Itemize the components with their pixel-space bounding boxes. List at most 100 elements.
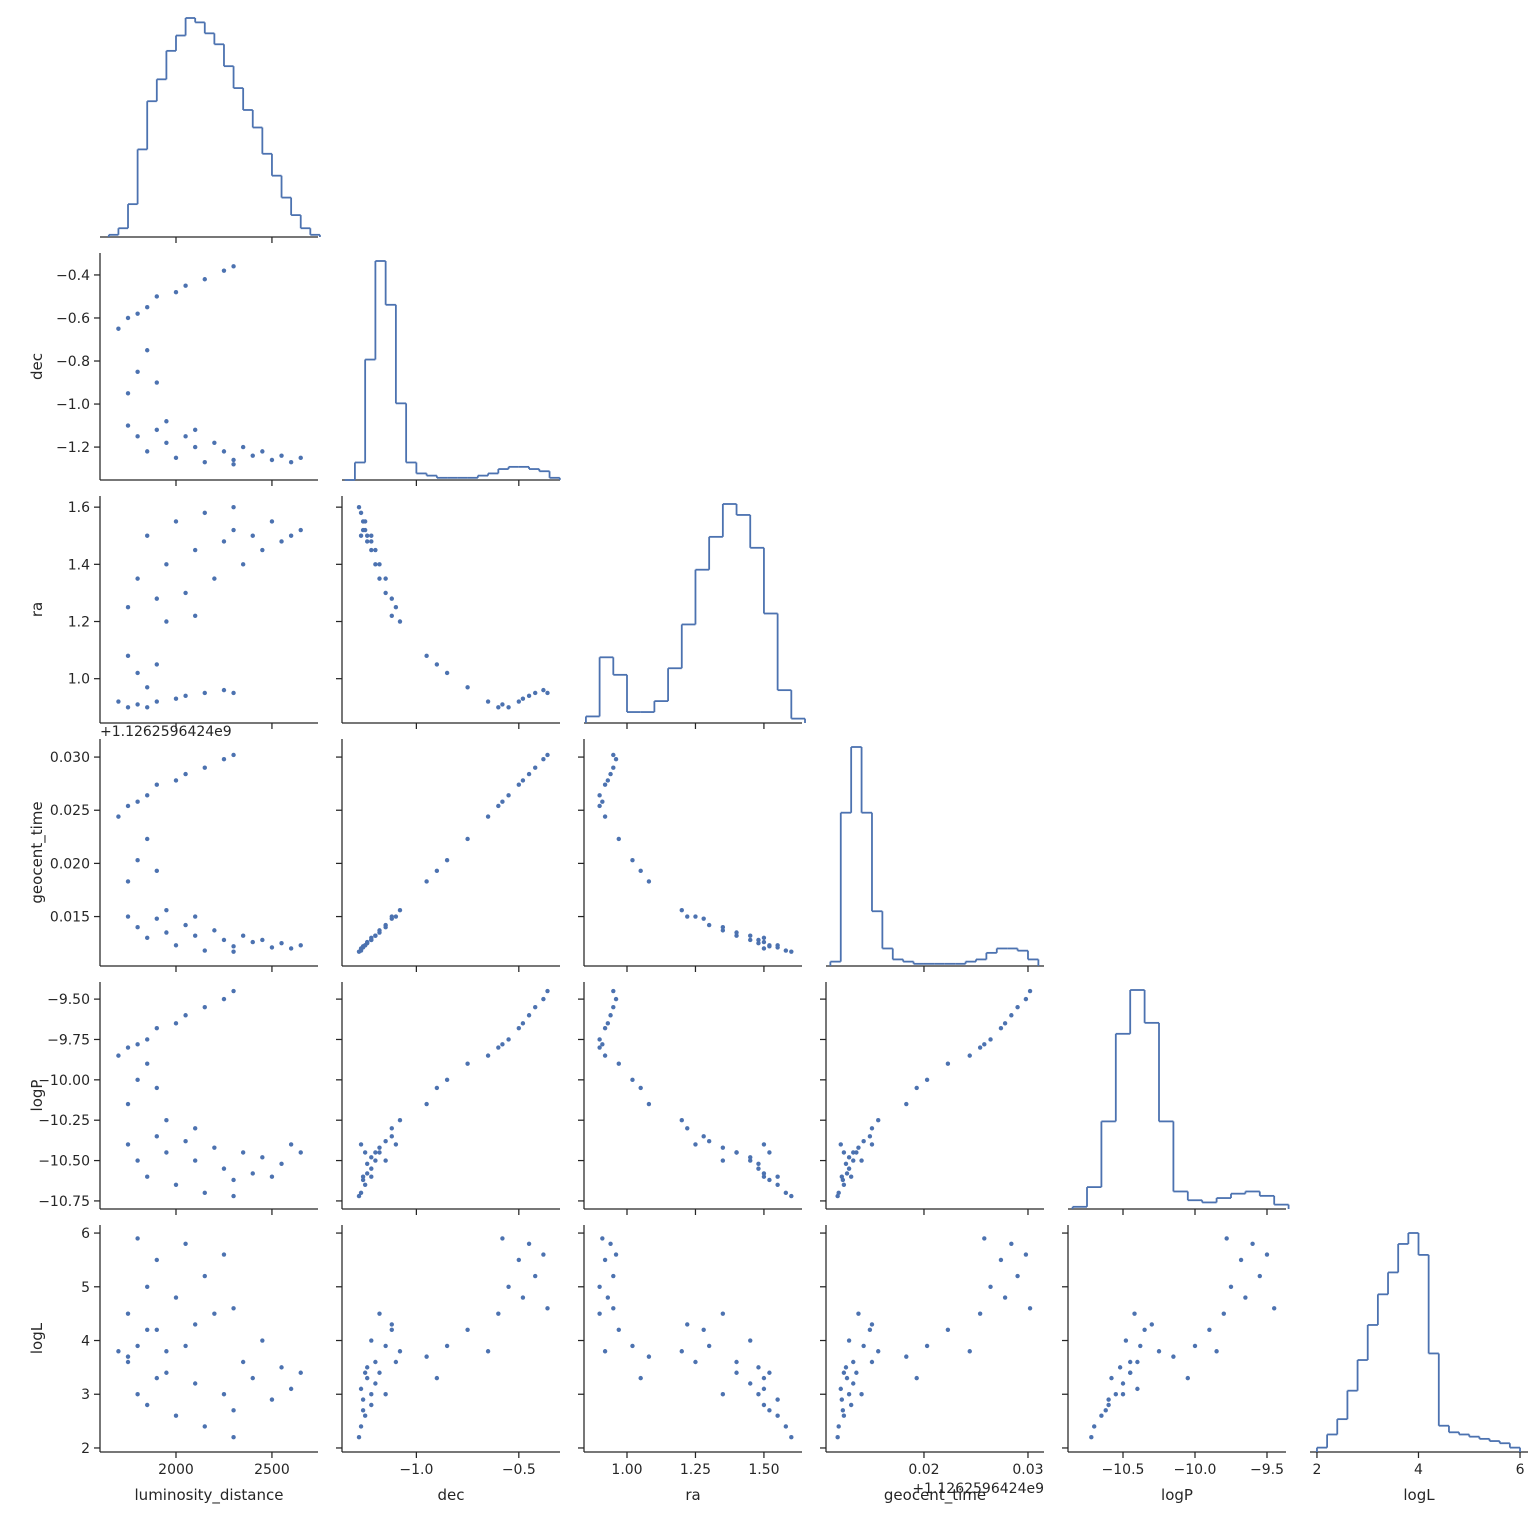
point — [183, 771, 188, 777]
y-tick-label: −0.4 — [56, 268, 90, 284]
point — [183, 693, 188, 699]
y-tick-label: 1.2 — [68, 615, 90, 631]
point — [851, 1381, 856, 1386]
point — [145, 705, 150, 710]
point — [767, 1408, 772, 1413]
point — [876, 1349, 881, 1354]
point — [373, 547, 378, 553]
point — [183, 283, 188, 288]
point — [835, 1193, 840, 1199]
point — [608, 1241, 613, 1247]
point — [279, 1161, 284, 1166]
point — [362, 1150, 368, 1155]
point — [856, 1311, 861, 1316]
point — [135, 1236, 140, 1241]
point — [1135, 1359, 1140, 1365]
point — [520, 1021, 526, 1026]
point — [720, 928, 726, 933]
point — [145, 1284, 150, 1289]
point — [125, 1045, 131, 1050]
point — [1002, 1295, 1008, 1300]
point — [679, 1118, 684, 1123]
point — [444, 1077, 450, 1083]
point — [1015, 1273, 1020, 1279]
point — [288, 1142, 294, 1147]
point — [154, 380, 160, 385]
point — [533, 1273, 538, 1279]
point — [1123, 1338, 1129, 1343]
point — [221, 937, 227, 943]
point — [269, 1174, 275, 1179]
point — [125, 315, 131, 321]
x-tick-label: −1.0 — [399, 1462, 433, 1478]
point — [496, 1045, 501, 1050]
point — [269, 457, 275, 463]
point — [365, 1375, 370, 1381]
point — [221, 1392, 227, 1397]
point — [608, 1013, 613, 1018]
point — [1023, 996, 1029, 1002]
point — [611, 1306, 616, 1311]
point — [500, 799, 505, 804]
point — [145, 793, 150, 798]
point — [231, 944, 236, 949]
point — [841, 1413, 847, 1418]
point — [630, 1077, 635, 1083]
point — [1264, 1252, 1270, 1257]
point — [389, 596, 394, 601]
point — [362, 1413, 368, 1418]
point — [869, 1126, 875, 1131]
point — [526, 771, 532, 777]
point — [775, 1174, 780, 1179]
point — [434, 1375, 440, 1381]
point — [356, 949, 362, 954]
point — [362, 1370, 368, 1375]
point — [365, 1161, 370, 1166]
point — [369, 539, 374, 544]
point — [600, 1042, 605, 1047]
y-axis-label: logL — [28, 1322, 46, 1354]
point — [756, 1365, 761, 1370]
y-tick-label: 0.025 — [50, 803, 90, 819]
point — [638, 1375, 643, 1381]
point — [221, 449, 227, 454]
point — [767, 1177, 772, 1183]
point — [377, 928, 382, 933]
point — [377, 1145, 382, 1150]
point — [1023, 1252, 1029, 1257]
point — [545, 752, 550, 758]
point — [998, 1025, 1004, 1031]
point — [164, 907, 169, 913]
point — [854, 1370, 859, 1375]
point — [298, 943, 303, 948]
point — [602, 1053, 608, 1058]
point — [541, 687, 546, 693]
point — [269, 945, 275, 950]
point — [945, 1061, 951, 1066]
point — [843, 1365, 849, 1370]
point — [183, 590, 188, 596]
point — [164, 930, 169, 935]
point — [516, 782, 522, 787]
point — [1106, 1402, 1111, 1408]
point — [839, 1174, 845, 1179]
point — [851, 1359, 856, 1365]
point — [231, 988, 236, 994]
point — [231, 264, 236, 269]
y-tick-label: −10.75 — [38, 1194, 90, 1210]
point — [397, 1118, 403, 1123]
point — [360, 1408, 366, 1413]
point — [1214, 1349, 1219, 1354]
point — [154, 1327, 160, 1332]
point — [679, 1349, 684, 1354]
point — [545, 988, 550, 994]
y-tick-label: 1.0 — [68, 672, 90, 688]
point — [125, 1142, 131, 1147]
point — [173, 943, 179, 948]
point — [221, 687, 227, 693]
point — [904, 1101, 909, 1107]
point — [861, 1138, 866, 1144]
point — [533, 1004, 538, 1010]
point — [854, 1150, 859, 1155]
point — [260, 1338, 265, 1343]
